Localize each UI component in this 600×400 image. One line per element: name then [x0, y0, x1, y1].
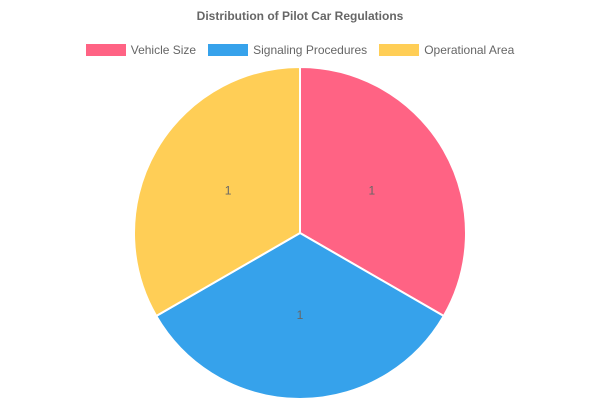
pie-slice-operational-area[interactable]	[133, 65, 301, 318]
data-label-vehicle-size: 1	[369, 184, 376, 198]
pie-slice-vehicle-size[interactable]	[299, 65, 467, 318]
legend: Vehicle Size Signaling Procedures Operat…	[0, 42, 600, 58]
legend-swatch	[379, 44, 420, 56]
legend-label: Vehicle Size	[130, 43, 197, 57]
data-label-operational-area: 1	[225, 184, 232, 198]
legend-swatch	[208, 44, 249, 56]
legend-item-vehicle-size[interactable]: Vehicle Size	[85, 43, 197, 57]
legend-label: Signaling Procedures	[253, 43, 368, 57]
legend-item-operational-area[interactable]: Operational Area	[379, 43, 514, 57]
legend-label: Operational Area	[424, 43, 515, 57]
data-label-signaling-procedures: 1	[297, 308, 304, 322]
legend-swatch	[85, 44, 126, 56]
pie-slice-signaling-procedures[interactable]	[154, 231, 446, 400]
chart-title: Distribution of Pilot Car Regulations	[196, 9, 404, 23]
legend-item-signaling-procedures[interactable]: Signaling Procedures	[208, 43, 367, 57]
